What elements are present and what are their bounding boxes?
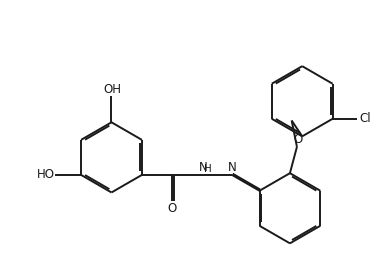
Text: N: N (198, 161, 207, 173)
Text: O: O (168, 202, 177, 215)
Text: Cl: Cl (360, 112, 371, 125)
Text: H: H (204, 163, 212, 173)
Text: OH: OH (104, 83, 122, 96)
Text: HO: HO (37, 168, 55, 181)
Text: O: O (293, 133, 302, 146)
Text: N: N (228, 161, 237, 173)
